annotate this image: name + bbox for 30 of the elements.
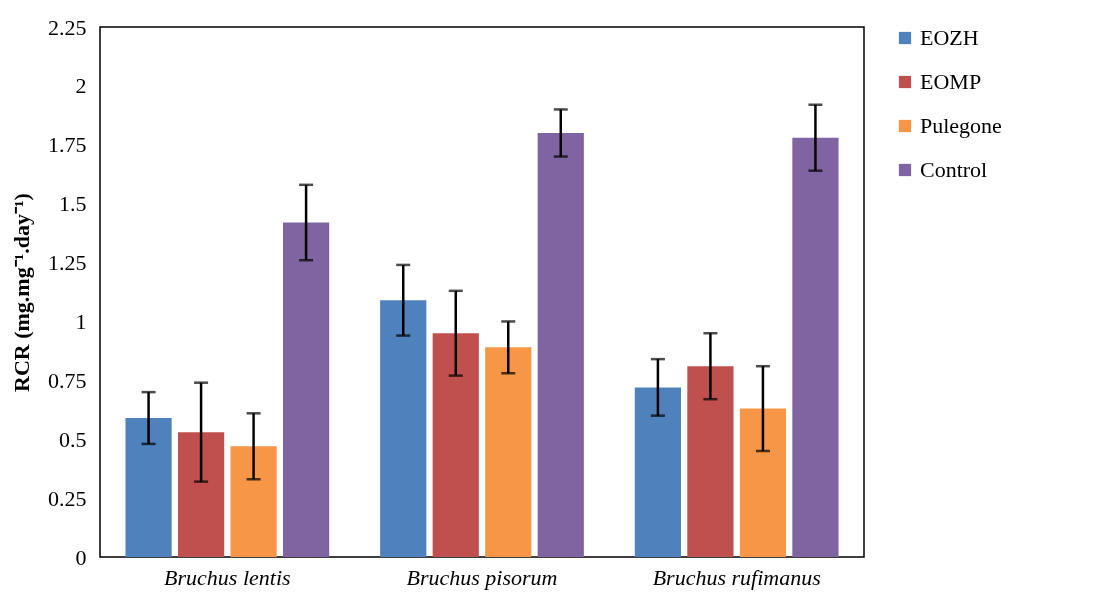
bar (687, 366, 734, 557)
bar (634, 387, 682, 557)
y-tick-label: 0.5 (59, 426, 87, 452)
legend-label: EOZH (920, 25, 979, 50)
bar (432, 333, 479, 557)
x-tick-label: Bruchus lentis (164, 564, 291, 590)
legend-label: Control (920, 157, 988, 182)
y-tick-label: 0.75 (48, 367, 87, 393)
bar (537, 133, 584, 557)
bar (282, 222, 330, 557)
y-tick-label: 1.25 (48, 250, 87, 276)
legend-label: Pulegone (920, 113, 1002, 138)
y-tick-label: 1.75 (48, 132, 87, 158)
bar (125, 418, 172, 557)
y-axis-title: RCR (mg.mg⁻¹.day⁻¹) (9, 193, 34, 392)
x-tick-label: Bruchus pisorum (406, 564, 558, 590)
legend-label: EOMP (920, 69, 982, 94)
y-tick-label: 1 (75, 308, 87, 334)
x-tick-label: Bruchus rufimanus (652, 564, 821, 590)
bar (230, 446, 277, 557)
y-tick-label: 1.5 (59, 191, 87, 217)
bar (380, 300, 427, 557)
bar (792, 137, 839, 557)
y-tick-label: 0.25 (48, 485, 87, 511)
y-tick-label: 2 (75, 73, 87, 99)
bar (177, 432, 225, 557)
y-tick-label: 2.25 (48, 14, 87, 40)
y-tick-label: 0 (75, 544, 87, 570)
bar (485, 347, 532, 557)
bar (739, 408, 787, 557)
